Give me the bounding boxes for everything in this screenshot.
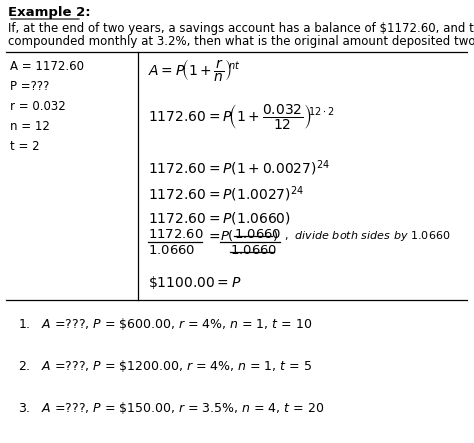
Text: 2.   $A$ =???, $P$ = \$1200.00, $r$ = 4%, $n$ = 1, $t$ = 5: 2. $A$ =???, $P$ = \$1200.00, $r$ = 4%, … [18,358,312,374]
Text: Example 2:: Example 2: [8,6,91,19]
Text: compounded monthly at 3.2%, then what is the original amount deposited two years: compounded monthly at 3.2%, then what is… [8,35,474,48]
Text: $A = P\!\left(1+\dfrac{r}{n}\right)^{\!\!nt}$: $A = P\!\left(1+\dfrac{r}{n}\right)^{\!\… [148,57,241,83]
Text: P =???: P =??? [10,80,49,93]
Text: $1.0660$: $1.0660$ [234,228,282,241]
Text: $1172.60 = P(1.0027)^{24}$: $1172.60 = P(1.0027)^{24}$ [148,184,304,204]
Text: 1.   $A$ =???, $P$ = \$600.00, $r$ = 4%, $n$ = 1, $t$ = 10: 1. $A$ =???, $P$ = \$600.00, $r$ = 4%, $… [18,316,312,332]
Text: $1172.60 = P(1.0660)$: $1172.60 = P(1.0660)$ [148,210,291,226]
Text: $=$: $=$ [206,229,221,243]
Text: $)$: $)$ [272,228,278,243]
Text: $1172.60$: $1172.60$ [148,228,204,241]
Text: $1172.60 = P\!\left(1+\dfrac{0.032}{12}\right)^{\!\!12 \cdot 2}$: $1172.60 = P\!\left(1+\dfrac{0.032}{12}\… [148,102,335,131]
Text: 3.   $A$ =???, $P$ = \$150.00, $r$ = 3.5%, $n$ = 4, $t$ = 20: 3. $A$ =???, $P$ = \$150.00, $r$ = 3.5%,… [18,400,324,416]
Text: n = 12: n = 12 [10,120,50,133]
Text: ,  $\mathit{divide\ both\ sides\ by\ 1.0660}$: , $\mathit{divide\ both\ sides\ by\ 1.06… [284,229,450,243]
Text: $1.0660$: $1.0660$ [148,244,195,257]
Text: r = 0.032: r = 0.032 [10,100,66,113]
Text: A = 1172.60: A = 1172.60 [10,60,84,73]
Text: $P($: $P($ [220,228,234,243]
Text: If, at the end of two years, a savings account has a balance of $1172.60, and th: If, at the end of two years, a savings a… [8,22,474,35]
Text: $1.0660$: $1.0660$ [230,244,277,257]
Text: t = 2: t = 2 [10,140,40,153]
Text: $1172.60 = P(1+0.0027)^{24}$: $1172.60 = P(1+0.0027)^{24}$ [148,158,330,178]
Text: $\$1100.00 = P$: $\$1100.00 = P$ [148,274,242,291]
